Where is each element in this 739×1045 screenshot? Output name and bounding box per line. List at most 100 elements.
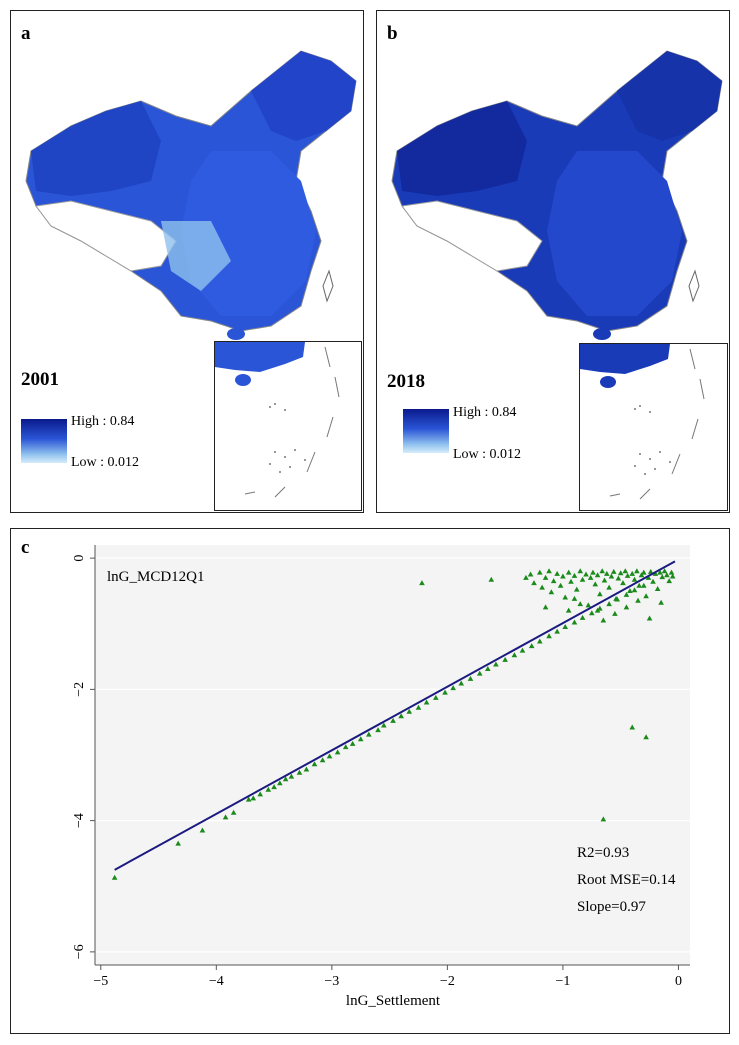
y-tick-label: −6 (72, 944, 87, 959)
scatter-point (488, 576, 495, 582)
scatter-point (640, 569, 647, 575)
scatter-point (659, 574, 666, 580)
tibet-plateau (35, 200, 177, 272)
scatter-point (600, 816, 607, 822)
panel-letter-b: b (387, 23, 398, 44)
scatter-point (539, 584, 545, 590)
x-tick-label: 0 (675, 974, 682, 989)
scatter-point (527, 571, 534, 577)
scatter-point (615, 575, 622, 581)
scatter-point (652, 570, 659, 576)
stat-r2: R2=0.93 (577, 845, 629, 861)
scatter-point (654, 585, 661, 591)
scatter-point (604, 570, 610, 576)
y-tick-label: 0 (72, 555, 87, 562)
x-axis-label: lnG_Settlement (346, 993, 441, 1009)
scatter-point (661, 568, 668, 574)
legend-low: Low : 0.012 (453, 447, 522, 462)
scatter-point (623, 591, 630, 597)
taiwan-island (322, 269, 334, 303)
scatter-point (528, 643, 535, 649)
scatter-point (577, 568, 584, 574)
scatter-point (583, 571, 589, 577)
map-china-2001 (25, 50, 357, 340)
series-label: lnG_MCD12Q1 (107, 569, 205, 585)
scatter-point (571, 619, 578, 625)
scatter-point (282, 776, 289, 782)
scatter-point (585, 602, 592, 608)
x-tick-label: −5 (93, 974, 108, 989)
scatter-point (638, 572, 645, 578)
x-tick-label: −3 (324, 974, 339, 989)
y-tick-label: −2 (72, 682, 87, 697)
legend-gradient (403, 409, 449, 453)
scatter-point (493, 661, 499, 667)
scatter-point (406, 708, 413, 714)
scatter-point (617, 570, 624, 576)
scatter-point (111, 874, 118, 880)
scatter-point (636, 582, 642, 588)
scatter-point (537, 569, 543, 575)
scatter-point (433, 694, 439, 700)
x-tick-label: −4 (209, 974, 224, 989)
legend-high: High : 0.84 (453, 405, 517, 420)
northeast-region (251, 51, 356, 141)
scatter-point (542, 574, 549, 580)
hainan-island (227, 328, 245, 340)
scatter-point (326, 753, 333, 759)
year-label-2018: 2018 (387, 371, 425, 392)
scatter-point (629, 570, 636, 576)
scatter-point (613, 595, 619, 601)
scatter-point (587, 574, 594, 580)
scatter-point (562, 624, 569, 630)
scatter-point (357, 736, 364, 742)
map-panel-2001: a 2001 High : 0.84 Low : 0.012 (10, 10, 364, 513)
scatter-point (629, 724, 636, 730)
scatter-point (245, 796, 252, 802)
scatter-point (571, 595, 578, 601)
scatter-point (175, 840, 181, 846)
scatter-point (250, 795, 257, 801)
scatter-point (623, 604, 630, 610)
scatter-point (303, 766, 310, 772)
x-tick-label: −2 (440, 974, 455, 989)
map-china-2018 (391, 50, 723, 340)
scatter-point (523, 574, 529, 580)
scatter-point (635, 597, 641, 603)
scatter-point (588, 610, 595, 616)
stat-rmse: Root MSE=0.14 (577, 872, 676, 888)
scatter-point (467, 675, 474, 681)
scatter-point (390, 717, 396, 723)
scatter-point (599, 568, 605, 574)
scatter-point (542, 604, 549, 610)
scatter-point (562, 594, 569, 600)
scatter-point (645, 574, 652, 580)
scatter-point (627, 587, 633, 593)
stat-slope: Slope=0.97 (577, 899, 646, 915)
scatter-point (458, 680, 465, 686)
scatter-point (657, 569, 663, 575)
scatter-point (257, 791, 264, 797)
scatter-point (519, 647, 526, 653)
scatter-point (277, 780, 283, 786)
scatter-point (502, 656, 508, 662)
scatter-point (311, 761, 318, 767)
scatter-point (664, 572, 670, 578)
scatter-point (554, 628, 560, 634)
scatter-point (296, 769, 303, 775)
scatter-point (634, 568, 640, 574)
scatter-point (571, 572, 578, 578)
scatter-point (550, 578, 557, 584)
year-label-2001: 2001 (21, 369, 59, 390)
scatter-point (419, 580, 425, 586)
scatter-point (557, 582, 564, 588)
scatter-point (334, 749, 341, 755)
scatter-point (577, 601, 584, 607)
scatter-point (624, 572, 631, 578)
scatter-point (620, 580, 626, 586)
scatter-point (646, 615, 653, 621)
scatter-point (560, 573, 566, 579)
panel-letter-a: a (21, 23, 31, 44)
scatter-point (319, 757, 326, 763)
scatter-point (579, 576, 586, 582)
